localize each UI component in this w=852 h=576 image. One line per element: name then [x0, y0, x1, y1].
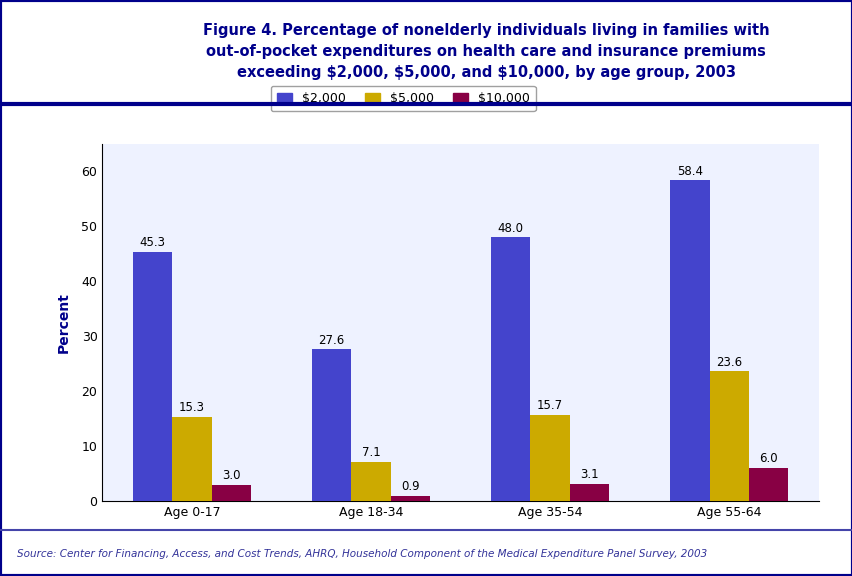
Bar — [351, 462, 390, 501]
Text: Source: Center for Financing, Access, and Cost Trends, AHRQ, Household Component: Source: Center for Financing, Access, an… — [17, 549, 706, 559]
Text: 15.3: 15.3 — [179, 401, 204, 414]
Text: 45.3: 45.3 — [140, 237, 165, 249]
Bar — [709, 372, 748, 501]
Bar — [530, 415, 569, 501]
Text: 6.0: 6.0 — [758, 452, 777, 465]
Text: 58.4: 58.4 — [676, 165, 702, 177]
Legend: $2,000, $5,000, $10,000: $2,000, $5,000, $10,000 — [271, 86, 535, 112]
Bar — [133, 252, 172, 501]
Text: 0.9: 0.9 — [400, 480, 419, 494]
Text: 3.0: 3.0 — [222, 469, 240, 482]
Bar — [172, 417, 211, 501]
Text: 48.0: 48.0 — [498, 222, 523, 234]
Bar — [491, 237, 530, 501]
Text: 15.7: 15.7 — [537, 399, 562, 412]
Bar — [569, 484, 608, 501]
Text: Figure 4. Percentage of nonelderly individuals living in families with
out-of-po: Figure 4. Percentage of nonelderly indiv… — [203, 24, 769, 80]
Bar — [211, 484, 250, 501]
Text: 23.6: 23.6 — [716, 356, 741, 369]
Bar — [390, 496, 429, 501]
Text: 7.1: 7.1 — [361, 446, 380, 460]
Bar — [312, 350, 351, 501]
Bar — [670, 180, 709, 501]
Bar — [748, 468, 787, 501]
Y-axis label: Percent: Percent — [56, 292, 71, 353]
Text: 3.1: 3.1 — [579, 468, 598, 482]
Text: 27.6: 27.6 — [318, 334, 344, 347]
